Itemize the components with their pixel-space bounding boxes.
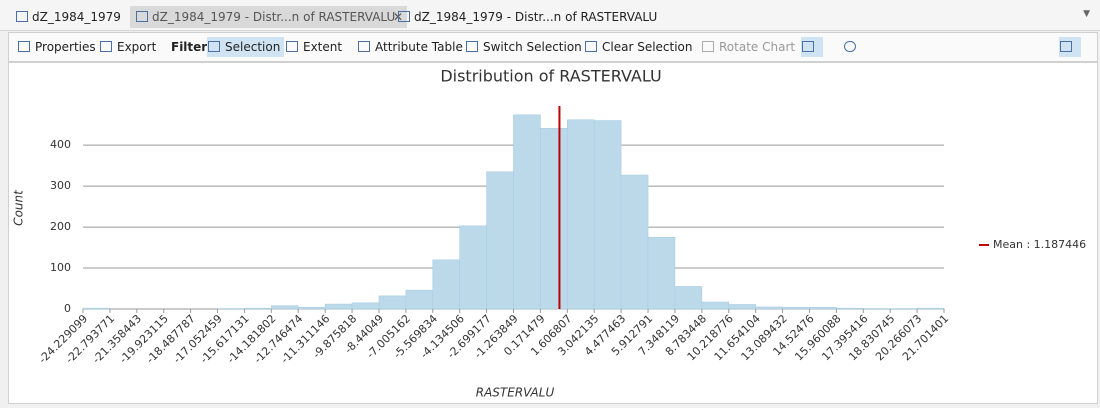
bar xyxy=(647,237,676,310)
bar xyxy=(593,120,622,310)
bar xyxy=(351,302,380,310)
rotate-chart-button[interactable]: Rotate Chart xyxy=(701,37,795,57)
legend-label: Mean : 1.187446 xyxy=(993,238,1086,251)
bar xyxy=(82,307,111,310)
y-axis-label: Count xyxy=(12,189,26,226)
icon xyxy=(286,41,298,52)
tab-bar: dZ_1984_1979 dZ_1984_1979 - Distr...n of… xyxy=(0,0,1100,31)
label: Properties xyxy=(35,40,96,54)
bar xyxy=(513,114,541,310)
bar xyxy=(809,307,837,310)
bar xyxy=(728,304,756,310)
table-icon xyxy=(16,11,28,22)
label: Selection xyxy=(225,40,281,54)
extent-button[interactable]: Extent xyxy=(285,37,342,57)
icon xyxy=(802,41,814,52)
tab-label: dZ_1984_1979 xyxy=(32,10,121,24)
dropdown[interactable]: ▼ xyxy=(1083,9,1090,19)
zoom-button[interactable] xyxy=(843,37,863,57)
icon xyxy=(358,41,370,52)
tab[interactable]: dZ_1984_1979 - Distr...n of RASTERVALU xyxy=(392,6,657,28)
bar xyxy=(755,306,783,310)
label: Export xyxy=(117,40,157,54)
icon xyxy=(844,41,856,52)
clear-selection-button[interactable]: Clear Selection xyxy=(584,37,693,57)
attribute-table-button[interactable]: Attribute Table xyxy=(357,37,463,57)
bar xyxy=(244,307,272,310)
icon xyxy=(18,41,30,52)
icon xyxy=(1060,41,1072,52)
bar xyxy=(782,307,810,310)
bar xyxy=(701,301,730,310)
chart-title: Distribution of RASTERVALU xyxy=(440,67,661,86)
select-tool[interactable] xyxy=(801,37,823,57)
bar xyxy=(916,307,945,310)
icon xyxy=(100,41,112,52)
legend-toggle[interactable] xyxy=(1059,37,1081,57)
label: Extent xyxy=(303,40,343,54)
y-tick-label: 0 xyxy=(64,302,71,315)
icon xyxy=(585,41,597,52)
bar xyxy=(405,289,434,310)
switch-selection-button[interactable]: Switch Selection xyxy=(465,37,582,57)
label: Clear Selection xyxy=(602,40,693,54)
bar xyxy=(324,303,353,310)
icon xyxy=(208,41,220,52)
chart-icon xyxy=(136,11,148,22)
y-tick-label: 100 xyxy=(50,261,71,274)
y-tick-label: 400 xyxy=(50,138,71,151)
bar xyxy=(378,295,407,310)
bar xyxy=(432,259,460,310)
filter-label: Filter: xyxy=(171,40,213,54)
chart: Distribution of RASTERVALU Count RASTERV… xyxy=(12,67,1087,400)
icon xyxy=(466,41,478,52)
chart-icon xyxy=(398,11,410,22)
bar xyxy=(297,307,326,310)
tab[interactable]: dZ_1984_1979 xyxy=(10,6,121,28)
bar xyxy=(486,171,514,310)
tab-label: dZ_1984_1979 - Distr...n of RASTERVALU xyxy=(152,10,396,24)
bar xyxy=(567,119,595,310)
x-axis-label: RASTERVALU xyxy=(476,386,555,400)
y-tick-label: 200 xyxy=(50,220,71,233)
bar xyxy=(674,286,703,310)
bar xyxy=(620,174,649,310)
export-button[interactable]: Export xyxy=(99,37,156,57)
close-button[interactable]: ✕ xyxy=(392,10,403,24)
label: Attribute Table xyxy=(375,40,463,54)
label: Rotate Chart xyxy=(719,40,796,54)
properties-button[interactable]: Properties xyxy=(17,37,96,57)
icon xyxy=(702,41,714,52)
chart-panel: Distribution of RASTERVALU Count RASTERV… xyxy=(8,62,1098,404)
bar xyxy=(836,307,864,310)
tab-label: dZ_1984_1979 - Distr...n of RASTERVALU xyxy=(414,10,658,24)
toolbar: Properties Export Filter: Selection Exte… xyxy=(8,32,1098,62)
tab[interactable]: dZ_1984_1979 - Distr...n of RASTERVALU ✕ xyxy=(130,6,407,28)
label: Switch Selection xyxy=(483,40,582,54)
bar xyxy=(540,128,568,310)
y-tick-label: 300 xyxy=(50,179,71,192)
bar xyxy=(459,225,487,310)
bar xyxy=(271,305,299,310)
selection-button[interactable]: Selection xyxy=(207,37,285,57)
